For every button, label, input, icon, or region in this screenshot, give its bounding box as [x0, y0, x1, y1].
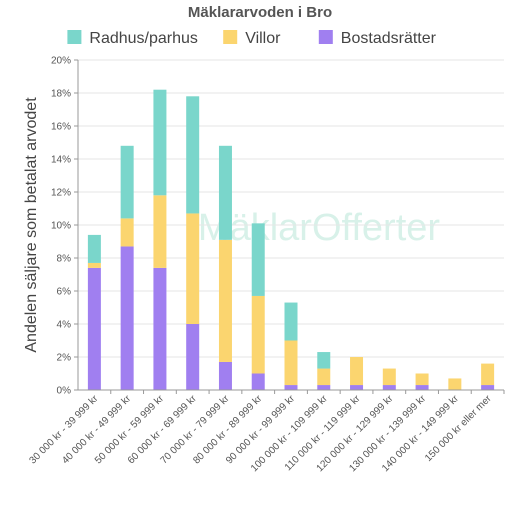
- bar-segment: [153, 195, 167, 268]
- bar-segment: [87, 234, 101, 263]
- bar-segment: [317, 352, 331, 369]
- bar-segment: [218, 145, 232, 240]
- bar-segment: [218, 361, 232, 390]
- y-tick-label: 16%: [51, 122, 71, 133]
- bar-segment: [382, 385, 396, 390]
- bar-segment: [481, 363, 495, 386]
- y-axis-ticks: 0% 2% 4% 6% 8% 10% 12% 14% 16% 18% 20%: [51, 56, 78, 397]
- bar-segment: [317, 368, 331, 386]
- bar-segment: [415, 373, 429, 386]
- bar-segment: [382, 368, 396, 386]
- bar-segment: [350, 357, 364, 386]
- legend-swatch: [67, 30, 82, 44]
- bar-segment: [284, 385, 298, 390]
- bar-segment: [448, 378, 462, 390]
- y-axis-label: Andelen säljare som betalat arvodet: [23, 97, 40, 353]
- bar-segment: [120, 246, 134, 390]
- bar-segment: [284, 340, 298, 386]
- y-tick-label: 8%: [57, 254, 72, 265]
- bar-segment: [120, 218, 134, 247]
- bar-segment: [251, 295, 265, 374]
- bar-segment: [186, 324, 200, 390]
- bar-segment: [120, 145, 134, 219]
- bar-segment: [481, 385, 495, 390]
- y-tick-label: 10%: [51, 221, 71, 232]
- y-tick-label: 20%: [51, 56, 71, 67]
- bar-segment: [87, 262, 101, 268]
- bar-segment: [218, 239, 232, 362]
- legend-label: Bostadsrätter: [341, 30, 437, 47]
- y-tick-label: 18%: [51, 89, 71, 100]
- bar-segment: [284, 302, 298, 341]
- bars: [87, 89, 495, 390]
- y-tick-label: 0%: [57, 386, 72, 397]
- y-tick-label: 14%: [51, 155, 71, 166]
- bar-segment: [186, 213, 200, 324]
- legend-label: Villor: [245, 30, 281, 47]
- legend-swatch: [318, 30, 333, 44]
- bar-segment: [153, 89, 167, 196]
- bar-segment: [350, 385, 364, 390]
- bar-segment: [317, 385, 331, 390]
- bar-segment: [251, 223, 265, 296]
- bar-segment: [251, 373, 265, 390]
- bar-segment: [87, 267, 101, 390]
- bar-segment: [415, 385, 429, 390]
- legend: Radhus/parhus Villor Bostadsrätter: [67, 30, 437, 47]
- grid: [78, 59, 504, 358]
- watermark-text: MäklarOfferter: [198, 207, 440, 249]
- bar-segment: [153, 267, 167, 390]
- bar-segment: [186, 96, 200, 214]
- y-tick-label: 12%: [51, 188, 71, 199]
- y-tick-label: 6%: [57, 287, 72, 298]
- chart-title: Mäklararvoden i Bro: [188, 4, 332, 21]
- x-tick-label: 150 000 kr eller mer: [423, 393, 494, 464]
- y-tick-label: 4%: [57, 320, 72, 331]
- y-tick-label: 2%: [57, 353, 72, 364]
- legend-label: Radhus/parhus: [89, 30, 198, 47]
- legend-swatch: [223, 30, 238, 44]
